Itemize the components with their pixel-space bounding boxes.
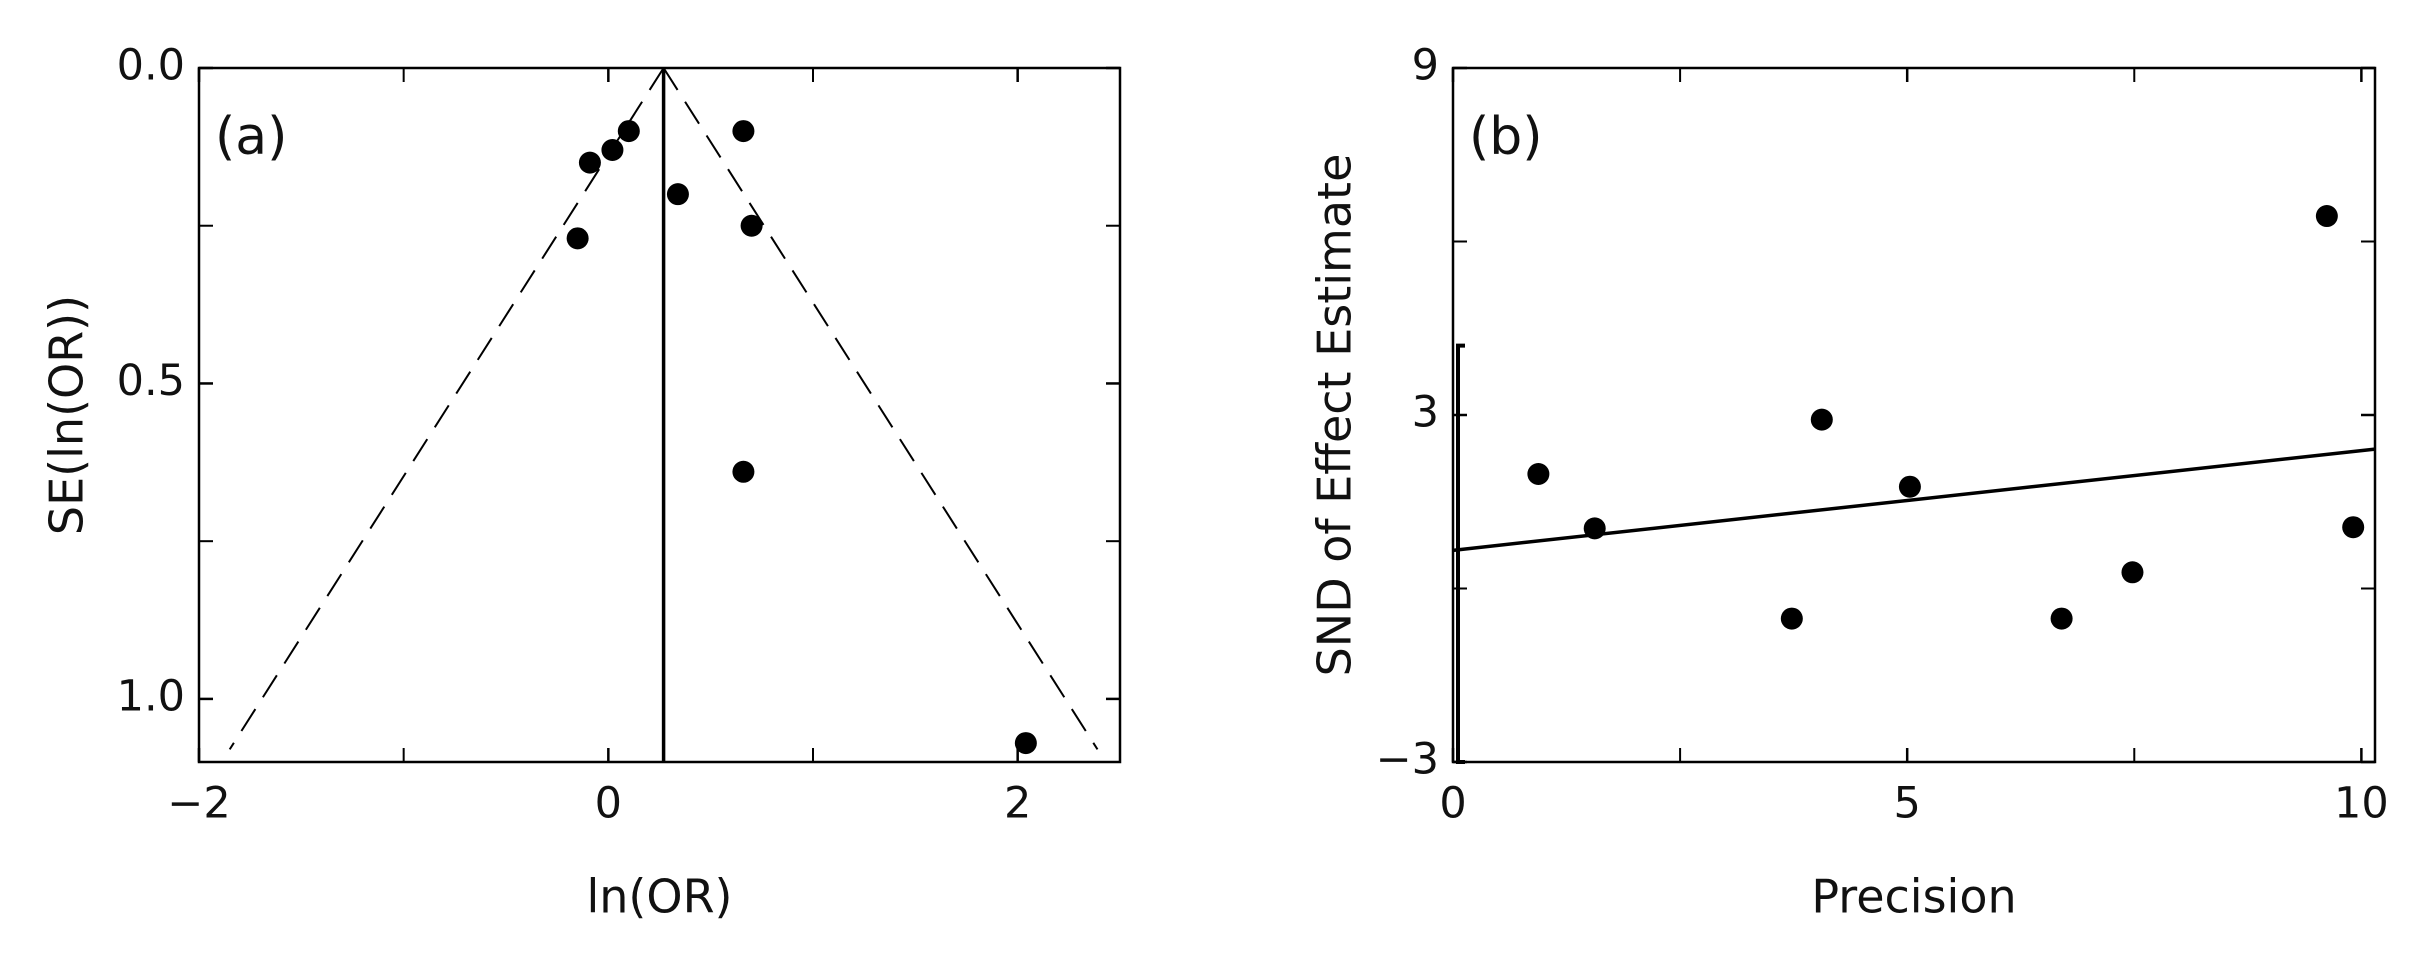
- x-axis-title: Precision: [1811, 870, 2016, 924]
- point: [1014, 732, 1037, 755]
- point: [1527, 462, 1550, 485]
- point: [732, 460, 755, 483]
- y-tick-label: 9: [1412, 41, 1439, 91]
- point: [1898, 475, 1921, 498]
- point: [617, 120, 640, 143]
- solid-line: [1452, 447, 2376, 553]
- axis-bracket: [1456, 343, 1465, 764]
- y-axis-title: SND of Effect Estimate: [1308, 154, 1362, 677]
- plot-frame: [197, 66, 1122, 764]
- y-tick-label: −3: [1376, 735, 1439, 785]
- panel-label: (a): [215, 107, 287, 167]
- y-tick-label: 1.0: [117, 671, 185, 721]
- point: [666, 183, 689, 206]
- point: [2342, 516, 2365, 539]
- point: [2050, 607, 2073, 630]
- y-tick-label: 0.5: [117, 356, 185, 406]
- point: [2315, 205, 2338, 228]
- point: [1583, 517, 1606, 540]
- y-axis-title: SE(ln(OR)): [40, 295, 94, 535]
- x-tick-label: 0: [595, 779, 622, 829]
- x-tick-label: 5: [1894, 779, 1921, 829]
- point: [601, 139, 624, 162]
- point: [566, 227, 589, 250]
- dashed-line: [228, 67, 665, 750]
- x-axis-title: ln(OR): [587, 870, 733, 924]
- point: [1780, 607, 1803, 630]
- dashed-line: [662, 67, 1099, 750]
- point: [2121, 561, 2144, 584]
- point: [740, 214, 763, 237]
- x-tick-label: 10: [2334, 779, 2389, 829]
- point: [578, 151, 601, 174]
- y-tick-label: 0.0: [117, 41, 185, 91]
- y-tick-label: 3: [1412, 388, 1439, 438]
- plot-frame: [1451, 66, 2377, 764]
- x-tick-label: 0: [1439, 779, 1466, 829]
- point: [1810, 408, 1833, 431]
- x-tick-label: −2: [167, 779, 230, 829]
- x-tick-label: 2: [1004, 779, 1031, 829]
- point: [732, 120, 755, 143]
- panel-label: (b): [1469, 107, 1543, 167]
